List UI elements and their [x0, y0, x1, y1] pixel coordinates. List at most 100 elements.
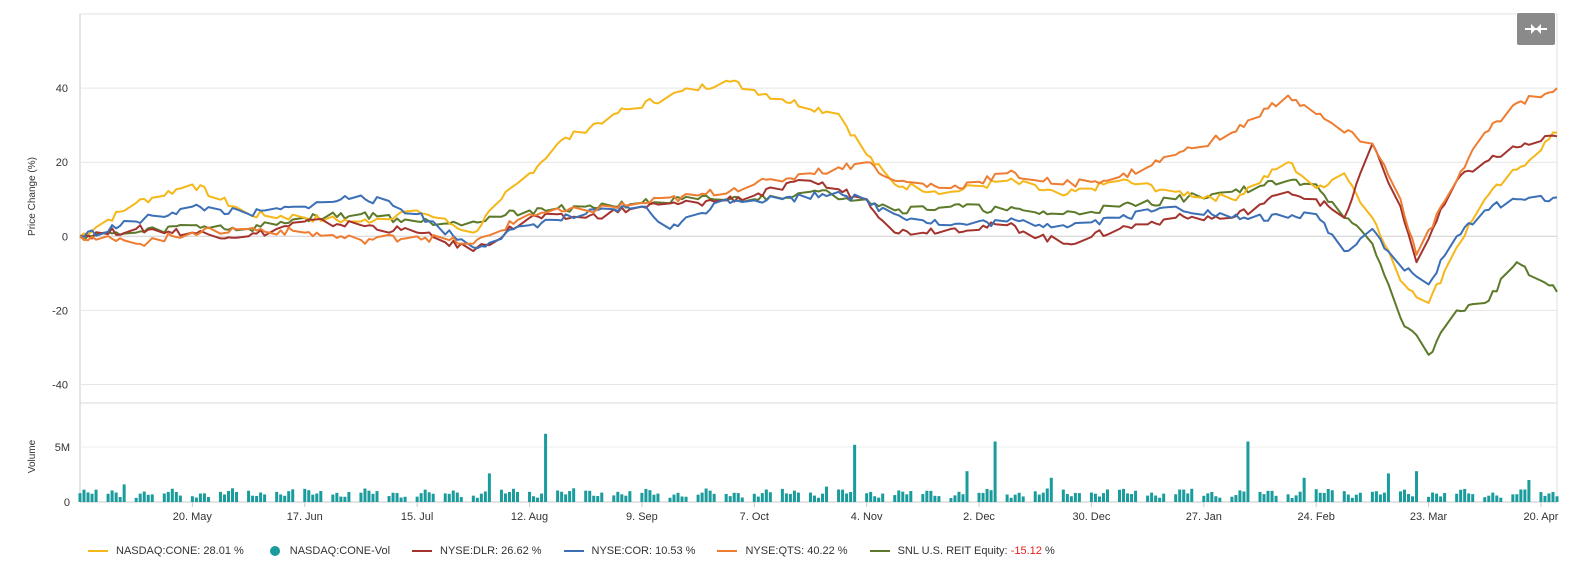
volume-bar	[1065, 494, 1069, 502]
volume-bar	[94, 489, 98, 502]
volume-bar	[387, 496, 391, 502]
legend-dot	[269, 546, 280, 556]
volume-bar	[837, 489, 841, 502]
volume-bar	[1439, 496, 1443, 502]
volume-bar	[680, 496, 684, 502]
volume-tick-label: 5M	[55, 442, 70, 454]
volume-bar	[1286, 494, 1290, 502]
volume-bar	[1218, 497, 1222, 502]
volume-bar	[198, 493, 202, 502]
legend-swatch	[869, 550, 890, 552]
volume-bar	[656, 493, 660, 502]
legend-item-cor[interactable]: NYSE:COR: 10.53 %	[563, 545, 695, 557]
volume-bar	[399, 497, 403, 502]
volume-bar	[1126, 493, 1130, 502]
volume-bar	[1234, 495, 1238, 502]
volume-bar	[291, 489, 295, 502]
volume-bar	[937, 496, 941, 502]
legend-item-qts[interactable]: NYSE:QTS: 40.22 %	[717, 545, 848, 557]
volume-bar	[544, 433, 548, 502]
volume-bar	[696, 494, 700, 502]
volume-bar	[1089, 492, 1093, 502]
volume-bar	[1350, 497, 1354, 502]
legend-label: NASDAQ:CONE-Vol	[289, 545, 391, 557]
volume-bar	[624, 495, 628, 502]
volume-bar	[788, 493, 792, 502]
volume-bar	[479, 493, 483, 502]
volume-bar	[1290, 498, 1294, 502]
volume-bar	[1178, 489, 1182, 502]
series-line-nasdaq-cone	[79, 79, 1558, 304]
volume-bar	[1093, 493, 1097, 502]
volume-bar	[1262, 494, 1266, 502]
volume-bar	[592, 495, 596, 502]
volume-bar	[1202, 495, 1206, 502]
x-tick-label: 12. Aug	[511, 511, 548, 523]
x-tick-label: 15. Jul	[401, 511, 433, 523]
volume-bar	[532, 496, 536, 502]
volume-bar	[283, 495, 287, 502]
volume-bar	[584, 490, 588, 502]
compress-arrows-icon	[1525, 24, 1547, 34]
legend-item-cone-vol[interactable]: NASDAQ:CONE-Vol	[266, 545, 390, 557]
volume-bar	[86, 492, 90, 502]
volume-bar	[118, 497, 122, 502]
volume-bar	[343, 496, 347, 502]
volume-bar	[1146, 495, 1150, 502]
legend-label: NASDAQ:CONE: 28.01 %	[116, 545, 244, 557]
price-tick-label: -40	[52, 379, 68, 391]
legend-label: NYSE:QTS: 40.22 %	[745, 545, 848, 557]
volume-bar	[499, 489, 503, 502]
volume-bar	[1130, 494, 1134, 502]
volume-bar	[768, 492, 772, 502]
volume-bar	[150, 494, 154, 502]
volume-bar	[873, 496, 877, 502]
x-tick-label: 4. Nov	[851, 511, 883, 523]
volume-bar	[1326, 489, 1330, 502]
price-tick-label: -20	[52, 305, 68, 317]
volume-bar	[845, 493, 849, 502]
volume-bar	[1186, 493, 1190, 502]
volume-bar	[311, 494, 315, 502]
volume-bar	[949, 498, 953, 502]
volume-bar	[1150, 492, 1154, 502]
volume-bar	[1230, 496, 1234, 502]
volume-axis-title: Volume	[27, 439, 38, 473]
legend-item-dlr[interactable]: NYSE:DLR: 26.62 %	[412, 545, 542, 557]
volume-bar	[792, 490, 796, 502]
x-tick-label: 20. May	[173, 511, 213, 523]
volume-bar	[1037, 494, 1041, 502]
volume-bar	[1242, 491, 1246, 502]
volume-bar	[1049, 477, 1053, 502]
volume-bar	[1555, 496, 1559, 502]
volume-bar	[1009, 497, 1013, 502]
volume-bar	[560, 491, 564, 502]
volume-bar	[451, 490, 455, 502]
volume-bar	[375, 491, 379, 502]
volume-bar	[1382, 492, 1386, 502]
series-line-nyse-cor	[79, 190, 1558, 286]
volume-bar	[953, 495, 957, 502]
volume-bar	[483, 491, 487, 502]
volume-bar	[989, 490, 993, 502]
volume-bar	[1302, 477, 1306, 502]
volume-bar	[487, 473, 491, 502]
volume-bar	[1021, 496, 1025, 502]
volume-bar	[841, 489, 845, 502]
volume-bar	[1402, 489, 1406, 502]
volume-bar	[138, 493, 142, 502]
volume-bar	[415, 496, 419, 502]
compress-button[interactable]	[1517, 13, 1555, 45]
legend-item-cone[interactable]: NASDAQ:CONE: 28.01 %	[88, 545, 244, 557]
volume-bar	[359, 492, 363, 502]
volume-bar	[1206, 493, 1210, 502]
volume-bar	[1551, 491, 1555, 502]
volume-bar	[1122, 488, 1126, 502]
volume-bar	[1519, 489, 1523, 502]
volume-bar	[1033, 491, 1037, 502]
volume-bar	[395, 493, 399, 502]
volume-bar	[1411, 496, 1415, 502]
volume-bar	[1354, 494, 1358, 502]
legend-item-snl-reit[interactable]: SNL U.S. REIT Equity: -15.12 %	[869, 545, 1055, 557]
volume-bar	[812, 495, 816, 502]
